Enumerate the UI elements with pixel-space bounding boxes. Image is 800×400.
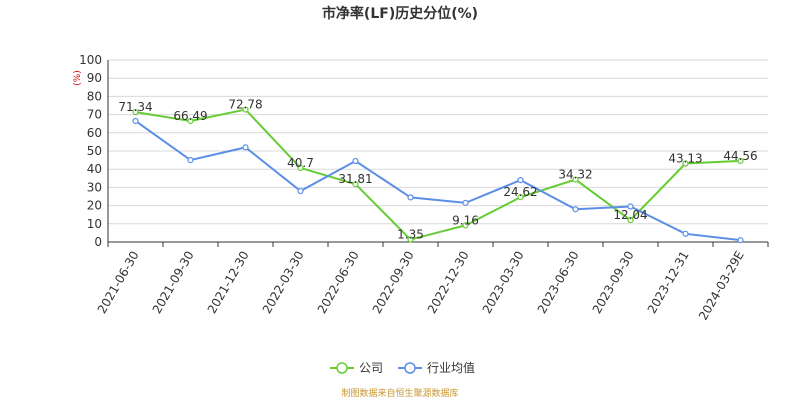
data-point [352,157,359,165]
data-point [407,236,414,243]
data-label: 44.56 [723,149,757,163]
source-note: 制图数据来自恒生聚源数据库 [341,387,458,399]
data-label: 31.81 [338,172,372,186]
data-label: 9.16 [452,213,479,227]
data-point [297,164,304,172]
data-point [627,216,634,224]
data-point [187,157,194,164]
x-tick-label: 2023-06-30 [535,249,582,316]
legend-swatch-marker [404,362,416,374]
x-tick-label: 2023-12-31 [645,249,692,316]
data-point [352,181,359,188]
y-tick-label: 20 [87,199,102,213]
data-point [737,157,744,165]
data-point [572,176,579,183]
data-point [682,230,689,237]
data-label: 12.04 [613,208,647,222]
x-tick-label: 2021-09-30 [150,249,197,316]
x-tick-label: 2024-03-29E [696,249,747,323]
data-point [297,187,304,195]
y-tick-label: 0 [94,235,102,249]
legend: 公司 行业均值 [330,360,475,375]
x-tick-label: 2022-12-30 [425,249,472,316]
y-tick-label: 90 [87,71,102,85]
chart-title: 市净率(LF)历史分位(%) [322,5,478,22]
data-label: 72.78 [228,98,262,112]
x-tick-label: 2023-03-30 [480,249,527,316]
data-label: 43.13 [668,152,702,166]
data-point [627,203,634,210]
series-layer [132,106,744,244]
data-point [242,106,249,113]
data-label: 1.35 [397,228,424,242]
y-axis-unit-label: (%) [73,70,83,86]
x-tick-label: 2021-06-30 [95,249,142,316]
series-line-0 [135,108,741,241]
data-point [462,199,469,206]
y-tick-label: 100 [79,53,102,67]
legend-label: 行业均值 [427,360,475,375]
data-label: 66.49 [173,109,207,123]
data-point [132,117,139,125]
data-point [242,144,249,151]
y-tick-label: 80 [87,89,102,103]
data-point [682,160,689,167]
y-tick-label: 30 [87,180,102,194]
data-point [407,194,414,201]
y-tick-label: 40 [87,162,102,176]
legend-label: 公司 [359,361,383,375]
data-label: 34.32 [558,168,592,182]
y-tick-label: 50 [87,144,102,158]
y-axis: 0 10 20 30 40 50 60 70 80 90 100 [79,53,109,249]
y-tick-label: 70 [87,108,102,122]
x-tick-label: 2022-03-30 [260,249,307,316]
data-point [517,194,524,201]
legend-swatch-marker [336,362,348,374]
data-point [737,237,744,244]
data-label: 40.7 [287,156,314,170]
x-tick-label: 2022-09-30 [370,249,417,316]
data-point [132,109,139,116]
x-tick-label: 2023-09-30 [590,249,637,316]
x-tick-label: 2022-06-30 [315,249,362,316]
x-tick-label: 2021-12-30 [205,249,252,316]
y-tick-label: 10 [87,217,102,231]
data-point [462,222,469,229]
data-point [187,117,194,125]
grid [108,59,768,243]
series-line-1 [134,120,741,242]
data-label: 71.34 [118,100,152,114]
data-labels: 71.34 66.49 72.78 40.7 31.81 1.35 9.16 24.62 34.… [118,98,757,242]
data-point [517,177,524,184]
x-axis: 2021-06-30 2021-09-30 2021-12-30 2022-03-30… [95,241,769,323]
y-tick-label: 60 [87,126,102,140]
data-label: 24.62 [503,185,537,199]
data-point [572,206,579,213]
